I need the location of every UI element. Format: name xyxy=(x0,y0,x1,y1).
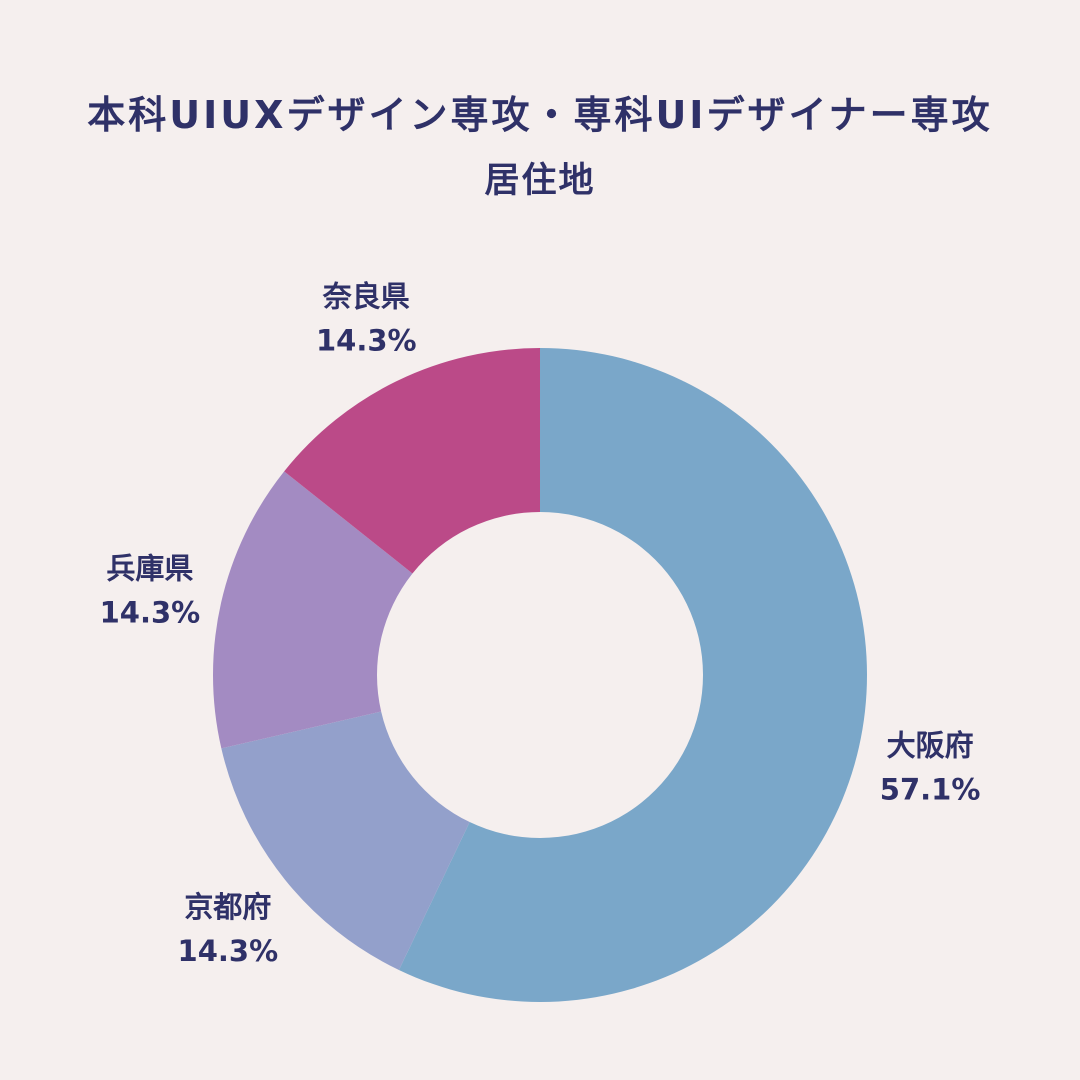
slice-2 xyxy=(221,711,470,970)
slice-label-4-category: 奈良県 xyxy=(322,280,410,314)
slice-1 xyxy=(398,348,867,1002)
slice-label-4-value: 14.3% xyxy=(316,324,417,358)
slice-4 xyxy=(284,348,540,574)
slice-labels: 大阪府 57.1% 京都府 14.3% 兵庫県 14.3% 奈良県 14.3% xyxy=(100,280,981,968)
slice-label-3-category: 兵庫県 xyxy=(106,552,193,586)
slice-label-1-category: 大阪府 xyxy=(887,728,974,762)
chart-title: 本科UIUXデザイン専攻・専科UIデザイナー専攻 xyxy=(87,93,993,137)
donut-slices xyxy=(213,348,867,1002)
slice-label-2-value: 14.3% xyxy=(178,934,279,968)
slice-label-2-category: 京都府 xyxy=(184,890,271,924)
slice-3 xyxy=(213,471,413,749)
slice-label-3-value: 14.3% xyxy=(100,596,201,630)
slice-label-1-value: 57.1% xyxy=(880,772,981,806)
chart-subtitle: 居住地 xyxy=(484,161,596,201)
